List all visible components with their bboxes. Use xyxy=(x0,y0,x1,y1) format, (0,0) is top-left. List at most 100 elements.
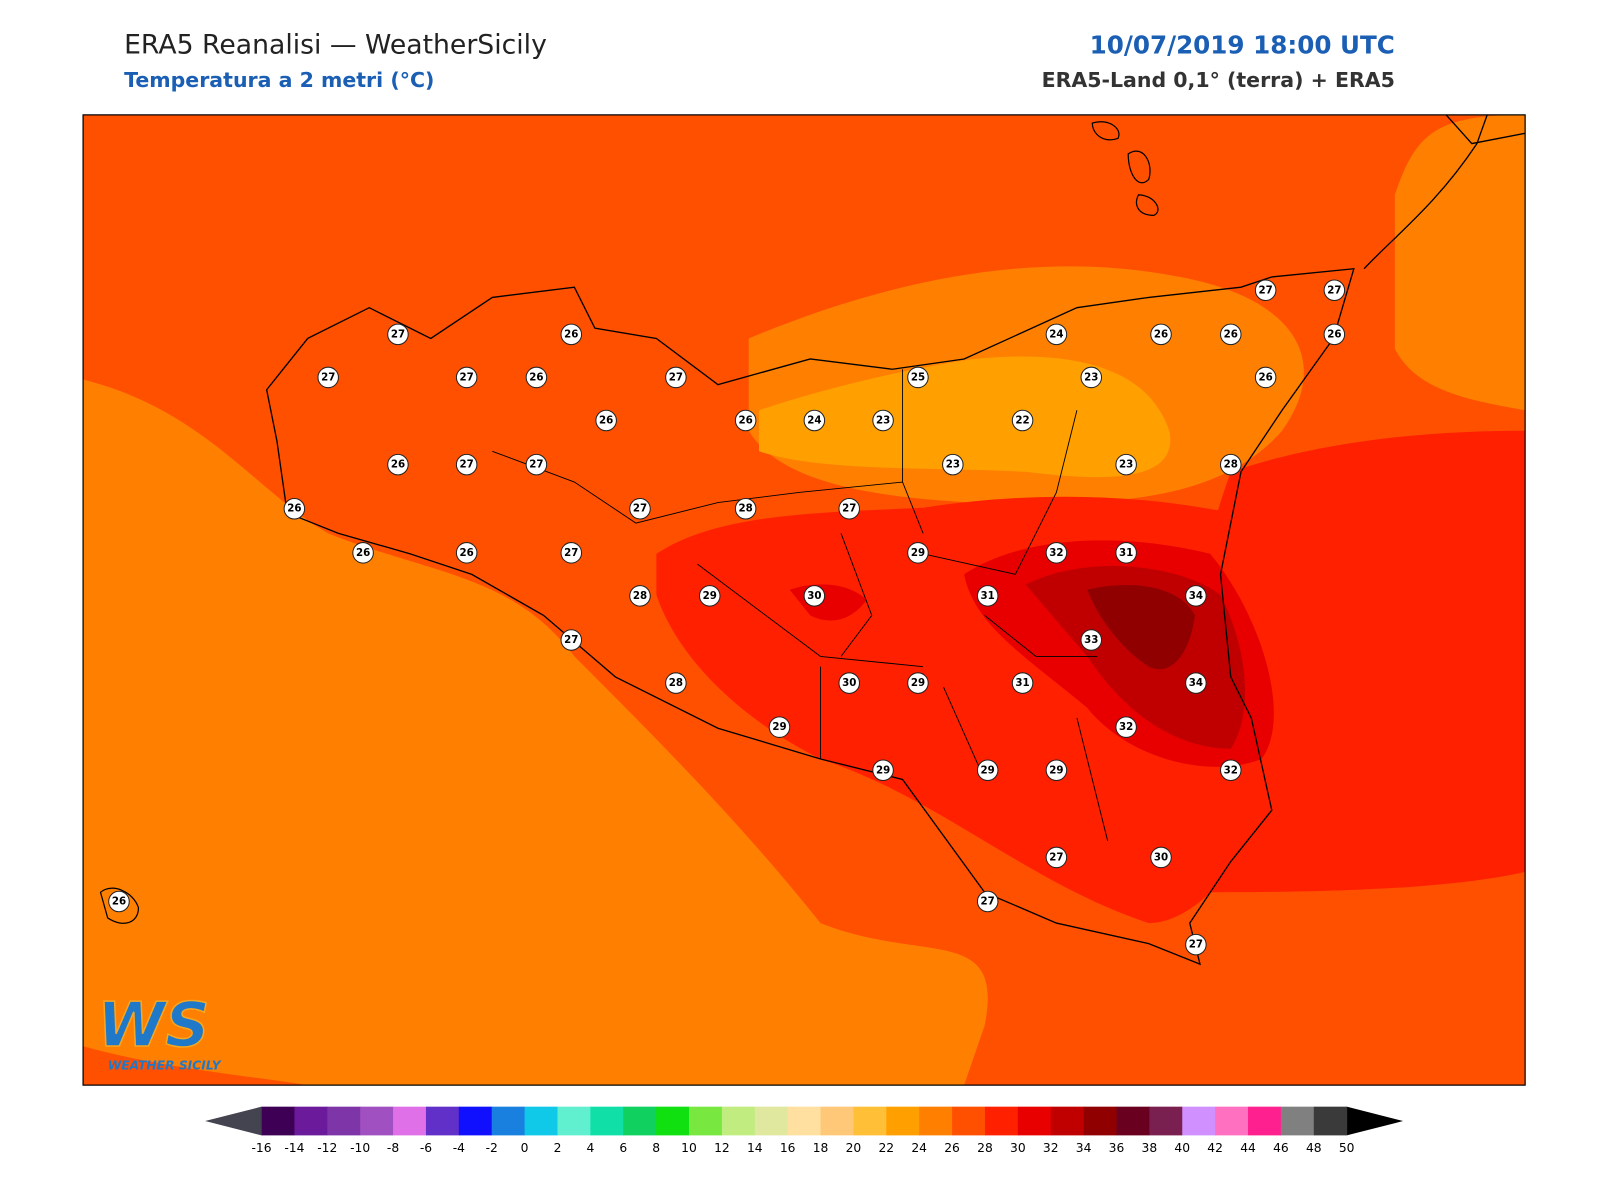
colorbar-tick-label: 2 xyxy=(554,1141,562,1155)
station-marker xyxy=(1185,672,1207,694)
station: 27 xyxy=(629,497,651,520)
field xyxy=(1087,584,1195,670)
colorbar-tick-label: 32 xyxy=(1043,1141,1059,1155)
station: 26 xyxy=(283,497,306,520)
station-marker xyxy=(560,323,583,346)
station-marker xyxy=(907,542,929,564)
station-marker xyxy=(698,585,721,607)
station-value: 27 xyxy=(633,503,647,515)
station: 29 xyxy=(976,759,999,782)
station-value: 34 xyxy=(1189,677,1203,689)
station-marker xyxy=(317,366,339,389)
island xyxy=(99,121,1159,924)
coastline xyxy=(265,267,1355,966)
station-marker xyxy=(455,453,478,476)
colorbar-tick-label: 22 xyxy=(878,1141,894,1155)
station: 23 xyxy=(872,409,894,432)
station-value: 27 xyxy=(529,459,543,471)
station: 28 xyxy=(665,672,687,694)
colorbar-tick-label: -4 xyxy=(453,1141,465,1155)
station-marker xyxy=(455,542,478,564)
colorbar-tick-label: -12 xyxy=(317,1141,337,1155)
station: 27 xyxy=(1045,846,1068,869)
station-value: 27 xyxy=(1259,284,1273,296)
station-marker xyxy=(1045,323,1068,346)
station: 26 xyxy=(595,409,617,432)
station-marker xyxy=(1045,542,1068,564)
station-marker xyxy=(1080,366,1103,389)
colorbar-tick-label: 18 xyxy=(813,1141,829,1155)
station-marker xyxy=(976,890,999,913)
map-frame xyxy=(82,114,1526,1086)
colorbar-tick-label: 26 xyxy=(944,1141,960,1155)
station: 29 xyxy=(698,585,721,607)
station-value: 26 xyxy=(356,547,370,559)
colorbar-box xyxy=(984,1106,1019,1136)
station: 30 xyxy=(1150,846,1172,869)
station-value: 27 xyxy=(321,371,335,383)
colorbar-box xyxy=(820,1106,854,1136)
station-value: 27 xyxy=(391,328,405,340)
station: 34 xyxy=(1185,585,1207,607)
colorbar-tick-label: 6 xyxy=(619,1141,627,1155)
colorbar-box xyxy=(886,1106,920,1136)
station-value: 29 xyxy=(772,721,786,733)
station: 27 xyxy=(1185,933,1207,956)
station: 32 xyxy=(1045,542,1068,564)
colorbar-box xyxy=(294,1106,328,1136)
field xyxy=(83,1046,308,1086)
station: 26 xyxy=(108,890,130,913)
colorbar-tick-label: -14 xyxy=(284,1141,304,1155)
colorbar-box xyxy=(458,1106,493,1136)
station-value: 27 xyxy=(1327,284,1341,296)
colorbar-box xyxy=(1313,1106,1348,1136)
station-marker xyxy=(768,716,791,738)
station-marker xyxy=(387,323,409,346)
station: 29 xyxy=(768,716,791,738)
station-marker xyxy=(595,409,617,432)
colorbar-tick-label: 46 xyxy=(1273,1141,1289,1155)
station: 31 xyxy=(1115,542,1137,564)
colorbar-tick-label: 38 xyxy=(1142,1141,1158,1155)
station-marker xyxy=(560,629,583,651)
station-marker xyxy=(872,759,894,782)
colorbar-box xyxy=(754,1106,789,1136)
colorbar-box xyxy=(1116,1106,1150,1136)
station: 31 xyxy=(976,585,999,607)
station-value: 27 xyxy=(564,634,578,646)
station-marker xyxy=(942,453,964,476)
colorbar-tick-label: -16 xyxy=(251,1141,271,1155)
station-marker xyxy=(838,672,860,694)
station: 25 xyxy=(907,366,929,389)
station: 26 xyxy=(525,366,548,389)
colorbar-tick-label: 42 xyxy=(1207,1141,1223,1155)
station-marker xyxy=(1115,716,1137,738)
station-value: 27 xyxy=(842,503,856,515)
station-value: 29 xyxy=(1049,764,1063,776)
colorbar-tick-label: 40 xyxy=(1174,1141,1190,1155)
colorbar-box xyxy=(689,1106,723,1136)
station-marker xyxy=(629,497,651,520)
station: 27 xyxy=(976,890,999,913)
station: 27 xyxy=(665,366,687,389)
station-value: 31 xyxy=(1119,547,1133,559)
station-value: 29 xyxy=(981,764,995,776)
colorbar-tick-label: -6 xyxy=(420,1141,432,1155)
station-marker xyxy=(1150,323,1172,346)
station-marker xyxy=(629,585,651,607)
station-value: 29 xyxy=(703,590,717,602)
station-value: 26 xyxy=(391,459,405,471)
stations: 27 26 27 27 26 27 26 26 24 23 25 24 26 26 27 27 26 23 26 22… xyxy=(108,279,1346,956)
station: 26 xyxy=(734,409,757,432)
station-value: 26 xyxy=(1327,328,1341,340)
station-marker xyxy=(803,585,826,607)
station: 26 xyxy=(1150,323,1172,346)
station-marker xyxy=(907,672,929,694)
station-marker xyxy=(1045,846,1068,869)
colorbar-tick-label: 34 xyxy=(1076,1141,1092,1155)
station-value: 27 xyxy=(460,371,474,383)
station-value: 27 xyxy=(564,547,578,559)
station: 27 xyxy=(560,542,583,564)
colorbar-tick-label: 36 xyxy=(1109,1141,1125,1155)
station-value: 26 xyxy=(1224,328,1238,340)
